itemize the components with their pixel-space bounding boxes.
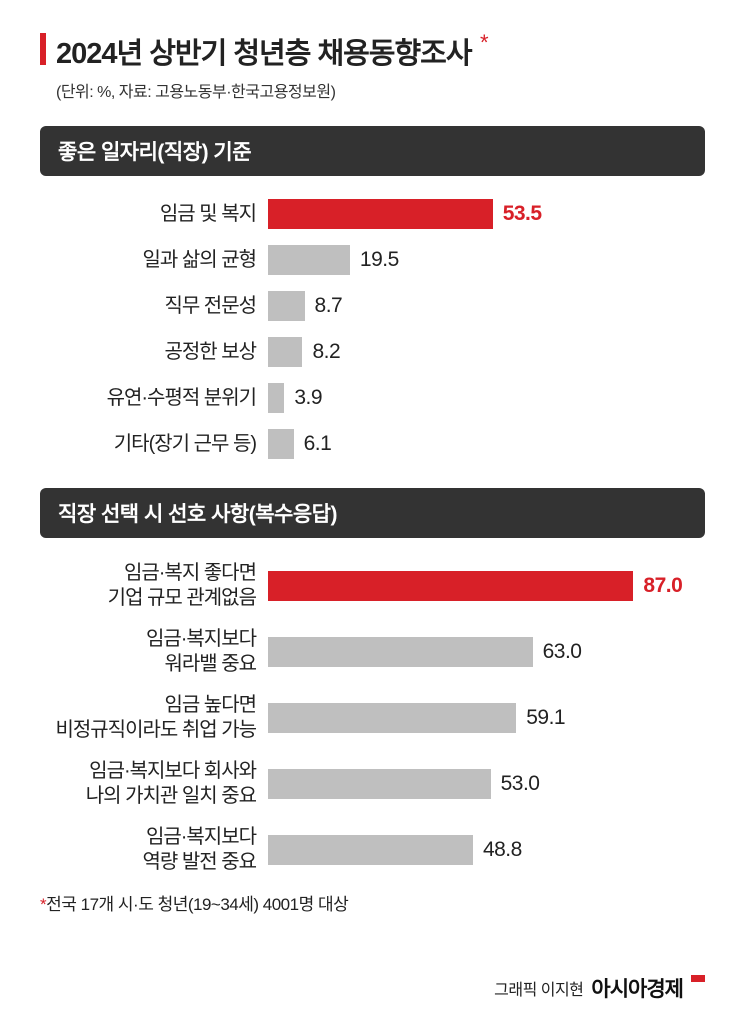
title-accent-bar <box>40 33 46 65</box>
chart-label: 임금·복지 좋다면기업 규모 관계없음 <box>40 561 268 611</box>
chart-row: 임금·복지 좋다면기업 규모 관계없음 87.0 <box>40 558 705 614</box>
subtitle: (단위: %, 자료: 고용노동부·한국고용정보원) <box>56 78 705 102</box>
chart-label: 공정한 보상 <box>40 340 268 365</box>
chart-bar-area: 53.5 <box>268 196 705 232</box>
section-header-1: 좋은 일자리(직장) 기준 <box>40 126 705 176</box>
chart-row: 기타(장기 근무 등) 6.1 <box>40 426 705 462</box>
asterisk-icon: * <box>480 30 489 55</box>
chart-bar-area: 8.2 <box>268 334 705 370</box>
chart-bar <box>268 199 493 229</box>
chart-bar <box>268 703 516 733</box>
chart-row: 공정한 보상 8.2 <box>40 334 705 370</box>
chart-bar <box>268 291 305 321</box>
chart-bar <box>268 245 350 275</box>
chart-value: 48.8 <box>483 838 522 862</box>
chart-bar <box>268 383 284 413</box>
footnote-text: 전국 17개 시·도 청년(19~34세) 4001명 대상 <box>46 895 348 914</box>
chart-value: 87.0 <box>643 574 682 598</box>
chart-value: 59.1 <box>526 706 565 730</box>
chart-bar <box>268 337 302 367</box>
chart-bar-area: 63.0 <box>268 624 705 680</box>
credit-brand: 아시아경제 <box>591 973 683 1003</box>
title-row: 2024년 상반기 청년층 채용동향조사 * <box>40 30 705 72</box>
chart-label: 일과 삶의 균형 <box>40 248 268 273</box>
chart-value: 53.0 <box>501 772 540 796</box>
main-title: 2024년 상반기 청년층 채용동향조사 <box>56 38 472 70</box>
chart-bar <box>268 769 491 799</box>
chart-bar-area: 53.0 <box>268 756 705 812</box>
chart-row: 유연·수평적 분위기 3.9 <box>40 380 705 416</box>
credit-line: 그래픽 이지현 아시아경제 <box>494 973 705 1003</box>
chart-value: 6.1 <box>304 432 332 456</box>
chart-bar-area: 3.9 <box>268 380 705 416</box>
chart-2: 임금·복지 좋다면기업 규모 관계없음 87.0 임금·복지보다워라밸 중요 63.0… <box>40 558 705 878</box>
chart-value: 63.0 <box>543 640 582 664</box>
chart-bar-area: 6.1 <box>268 426 705 462</box>
chart-value: 19.5 <box>360 248 399 272</box>
chart-value: 8.7 <box>315 294 343 318</box>
credit-author: 그래픽 이지현 <box>494 976 583 1000</box>
chart-bar <box>268 637 533 667</box>
chart-1: 임금 및 복지 53.5 일과 삶의 균형 19.5 직무 전문성 8.7 공정한 보상 8.… <box>40 196 705 462</box>
chart-label: 기타(장기 근무 등) <box>40 432 268 457</box>
chart-label: 직무 전문성 <box>40 294 268 319</box>
chart-bar <box>268 429 294 459</box>
chart-bar-area: 48.8 <box>268 822 705 878</box>
chart-value: 3.9 <box>294 386 322 410</box>
chart-label: 임금·복지보다 회사와나의 가치관 일치 중요 <box>40 759 268 809</box>
chart-bar-area: 59.1 <box>268 690 705 746</box>
chart-value: 8.2 <box>312 340 340 364</box>
section-header-2: 직장 선택 시 선호 사항(복수응답) <box>40 488 705 538</box>
chart-label: 임금 높다면비정규직이라도 취업 가능 <box>40 693 268 743</box>
chart-label: 임금·복지보다역량 발전 중요 <box>40 825 268 875</box>
chart-label: 임금 및 복지 <box>40 202 268 227</box>
chart-label: 임금·복지보다워라밸 중요 <box>40 627 268 677</box>
chart-row: 임금 높다면비정규직이라도 취업 가능 59.1 <box>40 690 705 746</box>
chart-row: 임금 및 복지 53.5 <box>40 196 705 232</box>
chart-bar-area: 19.5 <box>268 242 705 278</box>
chart-row: 임금·복지보다역량 발전 중요 48.8 <box>40 822 705 878</box>
chart-row: 일과 삶의 균형 19.5 <box>40 242 705 278</box>
chart-row: 임금·복지보다워라밸 중요 63.0 <box>40 624 705 680</box>
chart-row: 임금·복지보다 회사와나의 가치관 일치 중요 53.0 <box>40 756 705 812</box>
chart-value: 53.5 <box>503 202 542 226</box>
chart-bar-area: 8.7 <box>268 288 705 324</box>
footnote: *전국 17개 시·도 청년(19~34세) 4001명 대상 <box>40 890 705 915</box>
chart-label: 유연·수평적 분위기 <box>40 386 268 411</box>
chart-bar <box>268 571 633 601</box>
chart-row: 직무 전문성 8.7 <box>40 288 705 324</box>
chart-bar <box>268 835 473 865</box>
main-title-wrap: 2024년 상반기 청년층 채용동향조사 * <box>56 30 489 72</box>
brand-mark-icon <box>691 975 705 989</box>
chart-bar-area: 87.0 <box>268 558 705 614</box>
